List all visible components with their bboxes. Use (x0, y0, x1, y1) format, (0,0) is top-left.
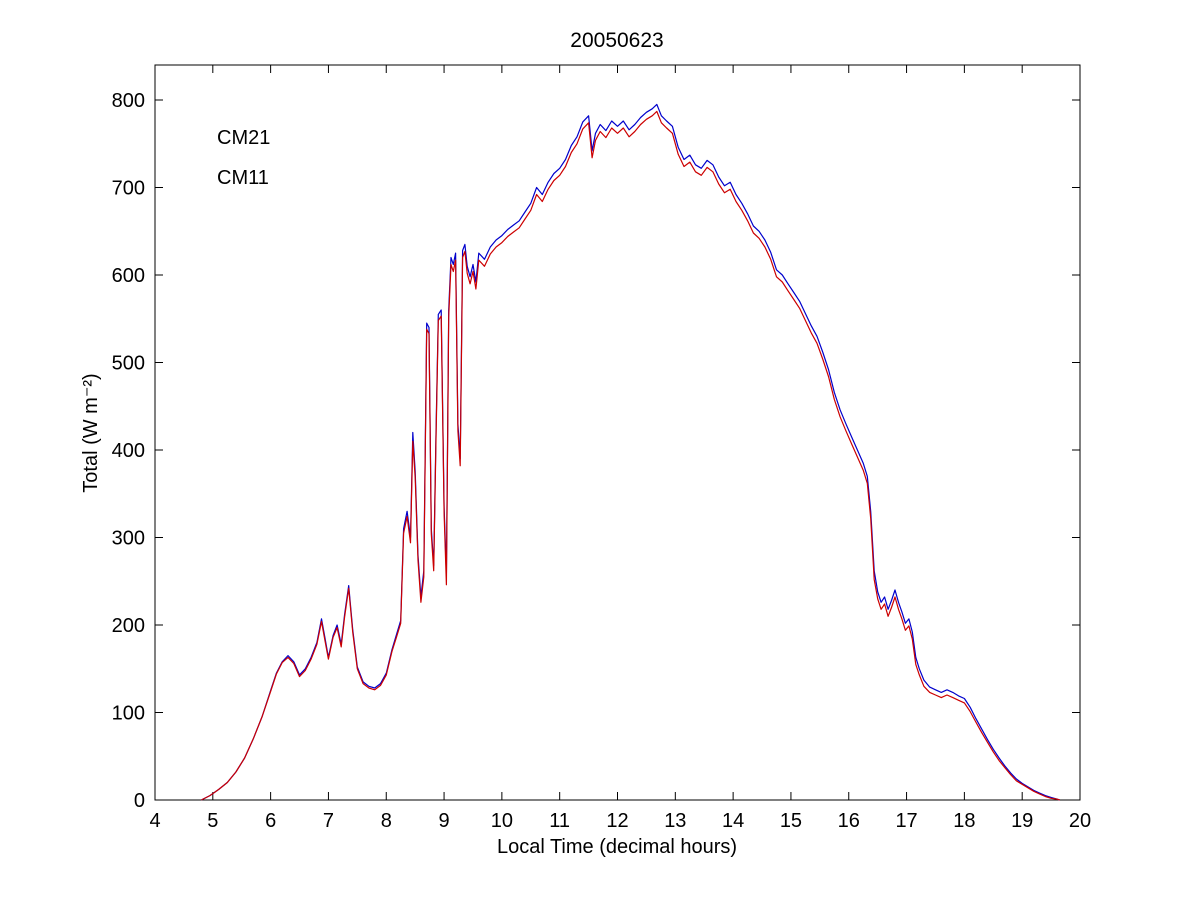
x-tick-label: 14 (722, 810, 744, 832)
y-axis-label: Total (W m⁻²) (80, 373, 102, 492)
y-tick-label: 400 (112, 440, 145, 462)
plot-layer: 4 5 6 7 8 9 10 11 12 13 14 15 16 17 18 19 20010020030040… (112, 64, 1091, 832)
chart-title: 20050623 (570, 29, 663, 52)
y-tick-label: 600 (112, 265, 145, 287)
x-tick-label: 4 (149, 810, 160, 832)
x-tick-label: 12 (606, 810, 628, 832)
x-tick-label: 10 (491, 810, 513, 832)
x-tick-label: 7 (323, 810, 334, 832)
y-tick-label: 300 (112, 528, 145, 550)
y-tick-label: 800 (112, 90, 145, 112)
legend-label-cm11: CM11 (217, 167, 269, 189)
series-line-cm11 (201, 110, 1060, 801)
x-tick-label: 9 (439, 810, 450, 832)
x-tick-label: 17 (895, 810, 917, 832)
x-tick-label: 5 (207, 810, 218, 832)
x-tick-label: 19 (1011, 810, 1033, 832)
y-tick-label: 500 (112, 353, 145, 375)
axes-box (154, 64, 1081, 801)
x-tick-label: 20 (1069, 810, 1091, 832)
y-tick-label: 200 (112, 615, 145, 637)
y-tick-label: 100 (112, 703, 145, 725)
x-axis-label: Local Time (decimal hours) (497, 836, 737, 858)
x-tick-label: 15 (780, 810, 802, 832)
x-tick-label: 18 (953, 810, 975, 832)
x-tick-label: 13 (664, 810, 686, 832)
x-tick-label: 6 (265, 810, 276, 832)
y-tick-label: 0 (134, 790, 145, 812)
x-tick-label: 8 (381, 810, 392, 832)
series-line-cm21 (201, 103, 1060, 801)
y-tick-label: 700 (112, 178, 145, 200)
legend-label-cm21: CM21 (217, 127, 270, 149)
x-tick-label: 16 (838, 810, 860, 832)
x-tick-label: 11 (549, 810, 570, 832)
